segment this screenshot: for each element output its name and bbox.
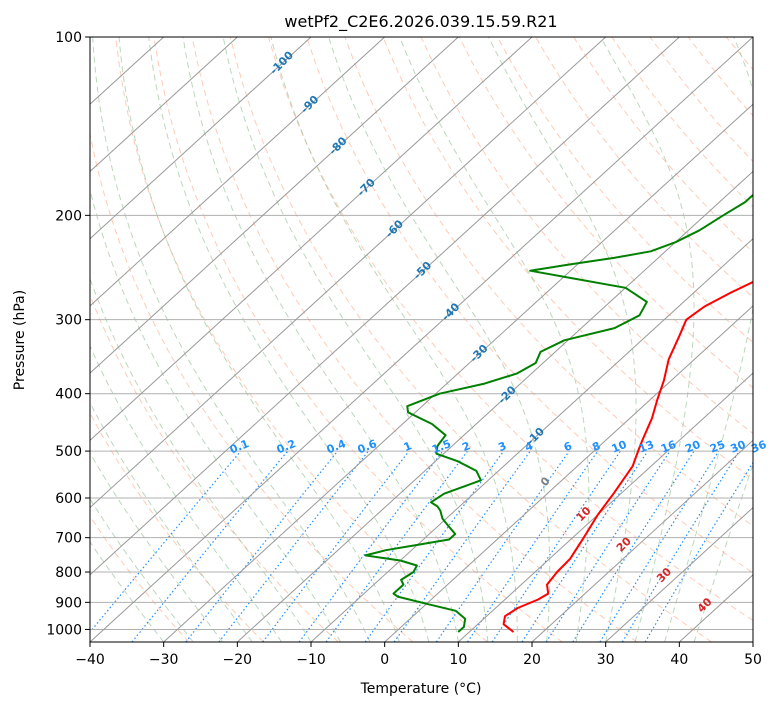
mixing-ratio-label: 30 bbox=[728, 438, 747, 456]
dry-adiabat-line bbox=[496, 37, 753, 344]
temperature-profile-line bbox=[502, 280, 753, 633]
moist-adiabat-line bbox=[399, 37, 590, 642]
y-axis-title: Pressure (hPa) bbox=[12, 290, 28, 390]
isotherm-line bbox=[90, 37, 238, 173]
isotherm-line bbox=[90, 37, 680, 576]
x-tick-label: −20 bbox=[223, 652, 253, 668]
moist-adiabat-line bbox=[118, 37, 400, 642]
mixing-ratio-label: 10 bbox=[610, 438, 629, 456]
y-tick-label: 600 bbox=[55, 491, 82, 507]
moist-adiabat-line bbox=[222, 37, 489, 642]
moist-adiabat-line bbox=[92, 37, 371, 642]
moist-adiabat-line bbox=[600, 37, 695, 642]
mixing-ratio-label: 25 bbox=[708, 438, 727, 456]
mixing-ratio-line bbox=[491, 450, 621, 642]
mixing-ratio-label: 1 bbox=[402, 439, 414, 454]
y-tick-label: 100 bbox=[55, 30, 82, 46]
isotherm-line bbox=[90, 37, 386, 307]
moist-adiabat-line bbox=[90, 188, 341, 642]
y-axis: 1000 900 800 700 600 500 400 300 200 100 bbox=[46, 30, 90, 638]
mixing-ratio-label: 20 bbox=[683, 438, 702, 456]
dry-adiabat-line bbox=[90, 131, 414, 642]
mixing-ratio-labels: 0.1 0.2 0.4 0.6 1 1.5 2 3 4 6 8 10 13 16 20 25 30 36 bbox=[228, 437, 769, 456]
y-tick-label: 700 bbox=[55, 531, 82, 547]
mixing-ratio-line bbox=[218, 450, 369, 642]
mixing-ratio-label: 3 bbox=[496, 439, 508, 454]
dry-adiabat-line bbox=[115, 37, 488, 642]
isotherm-line bbox=[457, 372, 753, 642]
plot-area bbox=[90, 37, 753, 642]
moist-adiabat-line bbox=[693, 462, 753, 642]
x-axis: −40 −30 −20 −10 0 10 20 30 40 50 bbox=[75, 642, 762, 668]
mixing-ratio-line bbox=[90, 450, 242, 633]
isotherm-line bbox=[531, 439, 753, 642]
dry-adiabat-line bbox=[535, 37, 753, 298]
isotherm-line bbox=[605, 506, 753, 642]
dry-adiabat-line bbox=[153, 37, 563, 642]
mixing-ratio-line bbox=[185, 450, 339, 642]
mixing-ratio-line bbox=[621, 450, 740, 642]
dry-adiabat-line bbox=[382, 37, 753, 481]
mixing-ratio-line bbox=[131, 450, 289, 642]
x-tick-label: 10 bbox=[449, 652, 467, 668]
moist-adiabat-line bbox=[270, 37, 518, 642]
y-tick-label: 900 bbox=[55, 595, 82, 611]
mixing-ratio-label: 36 bbox=[749, 438, 768, 456]
mixing-ratio-lines bbox=[90, 450, 753, 642]
isotherm-line bbox=[90, 37, 753, 642]
y-tick-label: 800 bbox=[55, 565, 82, 581]
dry-adiabat-line bbox=[268, 37, 753, 622]
x-axis-title: Temperature (°C) bbox=[360, 681, 482, 697]
mixing-ratio-line bbox=[262, 450, 410, 642]
x-tick-label: 0 bbox=[380, 652, 389, 668]
moist-adiabat-line bbox=[90, 497, 194, 642]
x-tick-label: 30 bbox=[597, 652, 615, 668]
isotherm-line bbox=[90, 37, 533, 442]
x-tick-label: 50 bbox=[744, 652, 762, 668]
mixing-ratio-line bbox=[466, 450, 599, 642]
dry-adiabat-line bbox=[90, 412, 264, 642]
mixing-ratio-line bbox=[435, 450, 570, 642]
dewpoint-profile-line bbox=[364, 193, 753, 633]
isotherm-line bbox=[163, 103, 753, 642]
isotherm-line bbox=[90, 37, 312, 240]
mixing-ratio-label: 16 bbox=[659, 438, 678, 456]
isotherm-line bbox=[310, 237, 753, 642]
moist-adiabat-line bbox=[182, 37, 459, 642]
moist-adiabat-line bbox=[90, 452, 223, 642]
moist-adiabat-line bbox=[90, 401, 253, 642]
moist-adiabat-line bbox=[148, 37, 430, 642]
isotherm-line bbox=[90, 37, 607, 509]
y-tick-label: 200 bbox=[55, 208, 82, 224]
isotherm-line bbox=[90, 37, 459, 374]
mixing-ratio-label: 2 bbox=[460, 439, 472, 454]
x-tick-label: 20 bbox=[523, 652, 541, 668]
x-tick-label: −10 bbox=[296, 652, 326, 668]
plot-frame bbox=[89, 36, 754, 643]
mixing-ratio-label: 13 bbox=[637, 438, 656, 456]
dry-adiabat-line bbox=[306, 37, 753, 574]
mixing-ratio-line bbox=[325, 450, 468, 642]
x-tick-label: −40 bbox=[75, 652, 105, 668]
moist-adiabat-line bbox=[664, 37, 753, 642]
moist-adiabat-line bbox=[488, 37, 637, 642]
mixing-ratio-label: 8 bbox=[590, 439, 602, 454]
isotherm-line bbox=[384, 305, 753, 642]
y-tick-label: 300 bbox=[55, 313, 82, 329]
sounding-series bbox=[364, 193, 753, 633]
y-tick-label: 1000 bbox=[46, 622, 82, 638]
mixing-ratio-line bbox=[298, 450, 444, 642]
x-tick-label: −30 bbox=[149, 652, 179, 668]
dry-adiabat-line bbox=[90, 515, 190, 642]
x-tick-label: 40 bbox=[670, 652, 688, 668]
moist-adiabat-line bbox=[90, 540, 165, 642]
y-tick-label: 400 bbox=[55, 387, 82, 403]
chart-title: wetPf2_C2E6.2026.039.15.59.R21 bbox=[284, 12, 557, 32]
mixing-ratio-line bbox=[599, 450, 720, 642]
y-tick-label: 500 bbox=[55, 444, 82, 460]
